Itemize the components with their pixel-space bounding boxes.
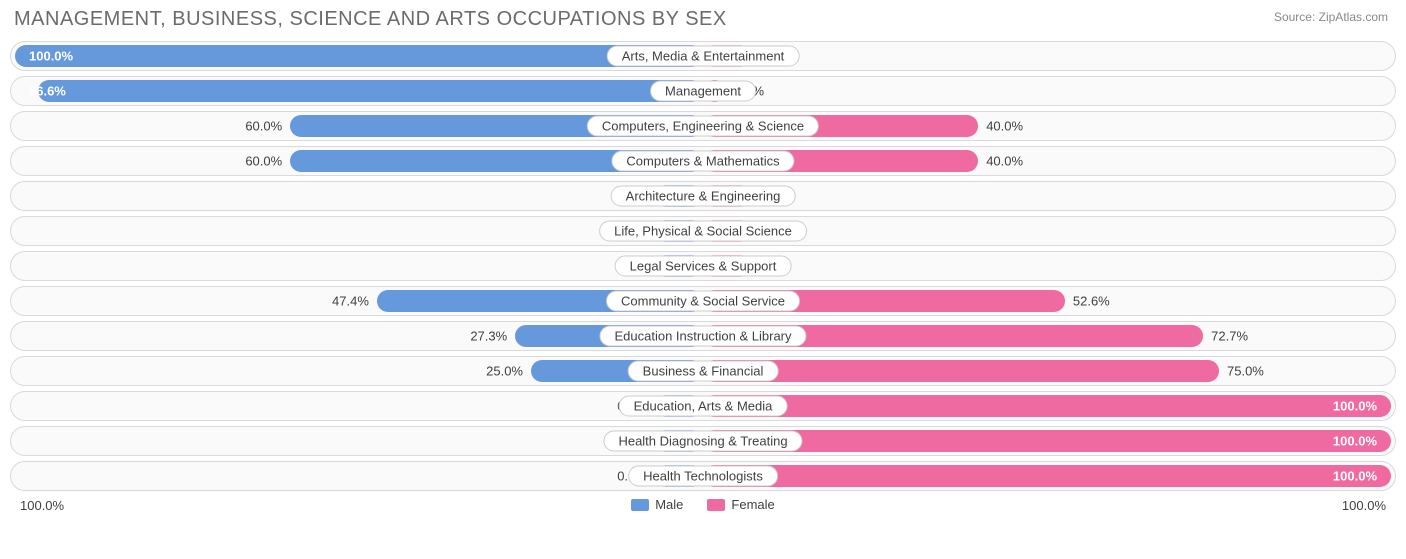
chart-row: 0.0%100.0%Health Technologists	[10, 461, 1396, 491]
female-pct: 52.6%	[1073, 294, 1110, 309]
category-label: Business & Financial	[628, 361, 779, 382]
female-bar	[703, 465, 1391, 487]
category-label: Education, Arts & Media	[619, 396, 788, 417]
chart-row: 96.6%3.4%Management	[10, 76, 1396, 106]
chart-rows: 100.0%0.0%Arts, Media & Entertainment 96.…	[10, 41, 1396, 491]
x-axis-left: 100.0%	[20, 498, 64, 513]
male-swatch-icon	[631, 499, 649, 511]
chart-header: MANAGEMENT, BUSINESS, SCIENCE AND ARTS O…	[10, 8, 1396, 31]
chart-row: 60.0% 40.0% Computers & Mathematics	[10, 146, 1396, 176]
male-pct: 100.0%	[29, 49, 73, 64]
chart-row: 60.0% 40.0% Computers, Engineering & Scien…	[10, 111, 1396, 141]
chart-source: Source: ZipAtlas.com	[1274, 8, 1396, 24]
male-pct: 47.4%	[332, 294, 369, 309]
category-label: Architecture & Engineering	[611, 186, 796, 207]
chart-row: 100.0%0.0%Arts, Media & Entertainment	[10, 41, 1396, 71]
category-label: Arts, Media & Entertainment	[607, 46, 800, 67]
category-label: Legal Services & Support	[615, 256, 792, 277]
category-label: Computers, Engineering & Science	[587, 116, 819, 137]
category-label: Management	[650, 81, 756, 102]
chart-row: 0.0%0.0%Life, Physical & Social Science	[10, 216, 1396, 246]
legend-male: Male	[631, 497, 683, 512]
category-label: Life, Physical & Social Science	[599, 221, 807, 242]
chart-row: 47.4% 52.6% Community & Social Service	[10, 286, 1396, 316]
category-label: Community & Social Service	[606, 291, 800, 312]
category-label: Health Diagnosing & Treating	[603, 431, 802, 452]
category-label: Education Instruction & Library	[599, 326, 806, 347]
female-bar	[703, 430, 1391, 452]
female-pct: 100.0%	[1333, 434, 1377, 449]
x-axis-right: 100.0%	[1342, 498, 1386, 513]
male-pct: 60.0%	[245, 154, 282, 169]
chart-row: 27.3% 72.7% Education Instruction & Librar…	[10, 321, 1396, 351]
category-label: Health Technologists	[628, 466, 778, 487]
category-label: Computers & Mathematics	[611, 151, 794, 172]
male-bar	[38, 80, 703, 102]
chart-title: MANAGEMENT, BUSINESS, SCIENCE AND ARTS O…	[10, 8, 727, 31]
source-label: Source:	[1274, 10, 1315, 24]
female-pct: 40.0%	[986, 154, 1023, 169]
female-pct: 40.0%	[986, 119, 1023, 134]
male-pct: 60.0%	[245, 119, 282, 134]
male-bar	[15, 45, 703, 67]
female-bar	[703, 360, 1219, 382]
female-pct: 72.7%	[1211, 329, 1248, 344]
legend-male-label: Male	[655, 497, 683, 512]
male-pct: 25.0%	[486, 364, 523, 379]
legend-female-label: Female	[731, 497, 774, 512]
female-pct: 75.0%	[1227, 364, 1264, 379]
chart-row: 0.0%0.0%Architecture & Engineering	[10, 181, 1396, 211]
legend: Male Female	[10, 497, 1396, 512]
female-bar	[703, 395, 1391, 417]
chart-row: 0.0%0.0%Legal Services & Support	[10, 251, 1396, 281]
chart-row: 25.0% 75.0% Business & Financial	[10, 356, 1396, 386]
female-pct: 100.0%	[1333, 469, 1377, 484]
male-pct: 27.3%	[470, 329, 507, 344]
source-name: ZipAtlas.com	[1319, 10, 1388, 24]
legend-female: Female	[707, 497, 774, 512]
chart-row: 0.0%100.0%Education, Arts & Media	[10, 391, 1396, 421]
female-pct: 100.0%	[1333, 399, 1377, 414]
chart-container: MANAGEMENT, BUSINESS, SCIENCE AND ARTS O…	[0, 0, 1406, 516]
male-pct: 96.6%	[29, 84, 66, 99]
chart-row: 0.0%100.0%Health Diagnosing & Treating	[10, 426, 1396, 456]
female-swatch-icon	[707, 499, 725, 511]
